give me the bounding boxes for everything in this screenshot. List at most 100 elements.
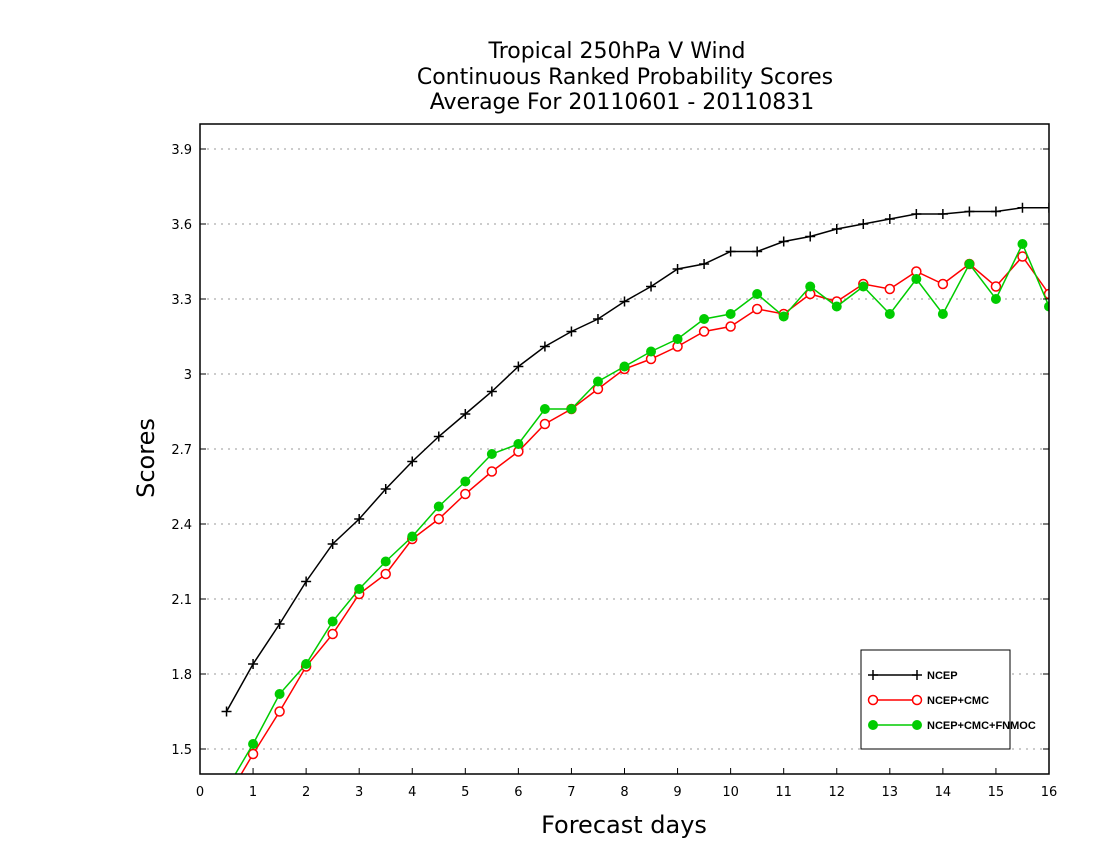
data-point (884, 283, 896, 295)
data-point (274, 619, 285, 629)
data-point (1044, 301, 1049, 312)
x-tick-label: 12 (828, 785, 845, 800)
data-point (911, 209, 922, 219)
legend-entry-ncep: NCEP (868, 670, 958, 682)
y-tick-label: 2.7 (171, 443, 192, 458)
data-point (725, 309, 736, 319)
legend-entry-ncep-cmc: NCEP+CMC (867, 694, 989, 707)
data-point (539, 404, 550, 414)
title-line-1: Tropical 250hPa V Wind (487, 39, 745, 64)
x-tick-label: 7 (567, 785, 575, 800)
chart-title: Tropical 250hPa V Wind Continuous Ranked… (417, 39, 833, 115)
data-point (937, 209, 948, 219)
data-point (566, 404, 577, 414)
data-point (1044, 202, 1049, 213)
data-point (247, 748, 259, 760)
data-point (752, 289, 763, 299)
data-point (831, 301, 842, 312)
x-tick-label: 4 (408, 785, 416, 800)
data-point (751, 303, 763, 315)
y-tick-label: 3.3 (171, 293, 192, 308)
data-point (858, 281, 869, 292)
x-axis-title: Forecast days (541, 811, 707, 839)
data-point (222, 785, 231, 794)
legend-label: NCEP+CMC (927, 695, 989, 707)
series-line (225, 207, 1049, 712)
data-point (699, 259, 710, 269)
data-point (433, 513, 445, 525)
data-point (460, 488, 471, 500)
data-point (672, 334, 683, 344)
data-point (805, 231, 816, 242)
x-tick-label: 10 (722, 785, 739, 800)
data-point (433, 431, 444, 442)
data-point (911, 694, 923, 706)
x-tick-label: 11 (775, 785, 792, 800)
data-point (327, 628, 338, 640)
title-line-3: Average For 20110601 - 20110831 (430, 90, 815, 115)
series-line (234, 242, 1049, 774)
data-point (301, 576, 312, 587)
y-tick-label: 1.5 (171, 743, 192, 758)
x-tick-label: 0 (196, 785, 204, 800)
data-point (566, 326, 577, 337)
data-point (248, 659, 259, 669)
data-point (672, 264, 683, 274)
x-tick-label: 8 (620, 785, 628, 800)
data-point (884, 309, 895, 319)
data-point (513, 439, 524, 449)
data-point (539, 418, 551, 430)
data-point (354, 514, 365, 524)
y-tick-label: 3.9 (171, 143, 192, 158)
data-point (990, 206, 1001, 217)
y-tick-label: 3 (184, 368, 192, 383)
data-point (460, 476, 471, 487)
data-point (1017, 251, 1028, 262)
data-point (964, 259, 975, 269)
data-point (619, 296, 630, 307)
data-point (990, 281, 1002, 292)
data-point (868, 670, 878, 680)
data-point (884, 214, 895, 224)
data-point (301, 659, 312, 669)
data-point (778, 236, 789, 247)
x-tick-label: 13 (882, 785, 899, 800)
data-point (221, 706, 232, 717)
legend-label: NCEP (927, 670, 958, 682)
y-axis-title: Scores (132, 418, 160, 498)
data-point (911, 274, 922, 284)
data-point (619, 361, 630, 372)
series-ncep (221, 202, 1049, 717)
data-point (868, 720, 878, 730)
data-point (433, 501, 444, 512)
data-point (937, 309, 948, 319)
x-tick-label: 5 (461, 785, 469, 800)
data-point (646, 281, 657, 292)
legend: NCEP NCEP+CMC NCEP+CMC+FNMOC (860, 649, 1036, 750)
data-point (407, 531, 418, 542)
series-layer (221, 202, 1049, 804)
data-point (380, 568, 391, 580)
data-point (646, 346, 657, 357)
data-point (858, 219, 869, 229)
data-point (513, 361, 524, 372)
series-ncep-cmc-fnmoc (222, 239, 1049, 794)
legend-label: NCEP+CMC+FNMOC (927, 720, 1036, 732)
title-line-2: Continuous Ranked Probability Scores (417, 65, 833, 90)
legend-entry-ncep-cmc-fnmoc: NCEP+CMC+FNMOC (868, 720, 1036, 732)
data-point (222, 795, 231, 804)
data-point (248, 739, 259, 749)
data-point (592, 314, 603, 324)
data-point (486, 466, 498, 477)
x-tick-label: 2 (302, 785, 310, 800)
data-point (990, 294, 1001, 304)
data-point (752, 246, 763, 257)
x-axis: 0 1 2 3 4 5 6 7 8 9 10 11 12 13 14 15 16 (196, 768, 1057, 800)
data-point (867, 694, 879, 706)
data-point (698, 326, 710, 337)
x-tick-label: 6 (514, 785, 522, 800)
data-point (778, 311, 789, 322)
data-point (1017, 239, 1028, 249)
x-tick-label: 16 (1041, 785, 1058, 800)
